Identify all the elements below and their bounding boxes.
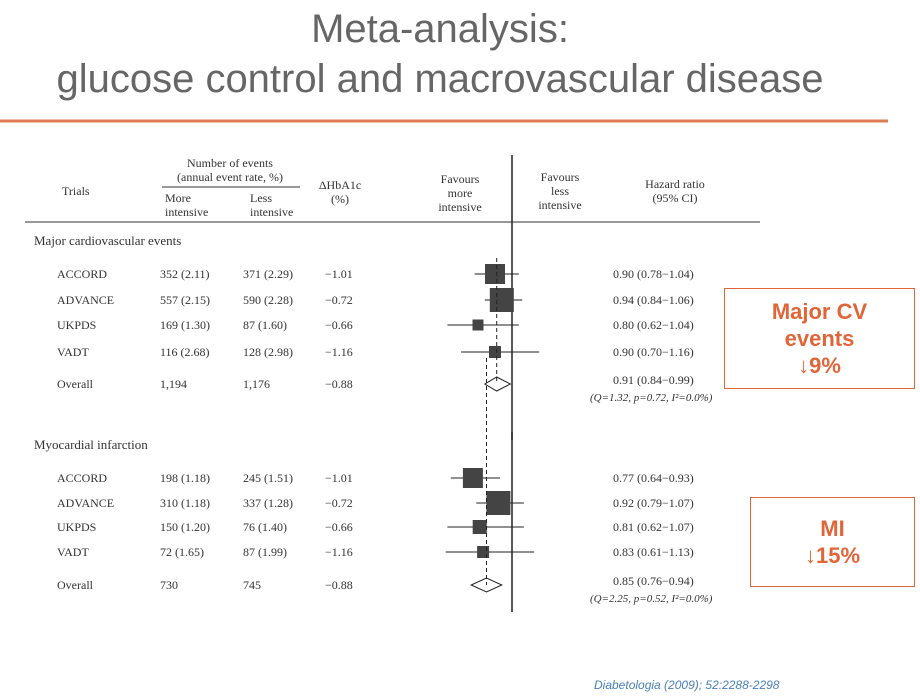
events-more: 1,194 <box>160 377 187 391</box>
delta-hba1c: −1.16 <box>325 545 353 559</box>
delta-hba1c: −0.66 <box>325 318 353 332</box>
hr-square <box>472 319 484 331</box>
events-more: 150 (1.20) <box>160 520 210 534</box>
section-heading: Myocardial infarction <box>34 437 148 452</box>
overall-diamond <box>483 376 512 392</box>
trial: UKPDS <box>57 520 97 534</box>
trial: VADT <box>57 545 89 559</box>
delta-hba1c: −1.01 <box>325 267 353 281</box>
events-less: 337 (1.28) <box>243 496 293 510</box>
trial: UKPDS <box>57 318 97 332</box>
events-more: 169 (1.30) <box>160 318 210 332</box>
hazard-ratio: 0.80 (0.62−1.04) <box>613 318 694 332</box>
hazard-ratio: 0.81 (0.62−1.07) <box>613 520 694 534</box>
trial: Overall <box>57 578 93 592</box>
hazard-ratio: 0.91 (0.84−0.99) <box>613 373 694 387</box>
heterogeneity: (Q=1.32, p=0.72, I²=0.0%) <box>590 392 713 404</box>
hazard-ratio: 0.90 (0.78−1.04) <box>613 267 694 281</box>
header: More intensive <box>165 191 209 219</box>
citation: Diabetologia (2009); 52:2288-2298 <box>594 678 780 692</box>
hazard-ratio: 0.90 (0.70−1.16) <box>613 345 694 359</box>
delta-hba1c: −1.16 <box>325 345 353 359</box>
trial: ACCORD <box>57 267 108 281</box>
hr-square <box>489 346 501 358</box>
hr-square <box>477 546 490 558</box>
events-more: 198 (1.18) <box>160 471 210 485</box>
header: Favours more intensive <box>438 172 482 214</box>
header: Trials <box>62 184 90 198</box>
section-heading: Major cardiovascular events <box>34 233 182 248</box>
trial: ACCORD <box>57 471 108 485</box>
events-less: 76 (1.40) <box>243 520 287 534</box>
callout: MI ↓15% <box>750 497 915 587</box>
delta-hba1c: −0.88 <box>325 377 353 391</box>
hr-square <box>472 520 487 534</box>
delta-hba1c: −0.88 <box>325 578 353 592</box>
callout: Major CV events ↓9% <box>724 288 915 389</box>
hr-square <box>486 491 511 515</box>
delta-hba1c: −1.01 <box>325 471 353 485</box>
header: Number of events (annual event rate, %) <box>177 156 283 184</box>
title: Meta-analysis: glucose control and macro… <box>56 7 824 101</box>
events-more: 116 (2.68) <box>160 345 210 359</box>
events-less: 590 (2.28) <box>243 293 293 307</box>
hr-square <box>485 264 505 284</box>
hazard-ratio: 0.92 (0.79−1.07) <box>613 496 694 510</box>
delta-hba1c: −0.72 <box>325 293 353 307</box>
events-more: 310 (1.18) <box>160 496 210 510</box>
trial: ADVANCE <box>57 293 115 307</box>
hr-square <box>489 288 514 312</box>
events-less: 1,176 <box>243 377 270 391</box>
header: ΔHbA1c (%) <box>318 178 362 206</box>
events-more: 72 (1.65) <box>160 545 204 559</box>
header: Favours less intensive <box>538 170 582 212</box>
events-less: 87 (1.99) <box>243 545 287 559</box>
trial: Overall <box>57 377 93 391</box>
events-more: 730 <box>160 578 178 592</box>
events-less: 87 (1.60) <box>243 318 287 332</box>
header: Hazard ratio (95% CI) <box>645 177 705 205</box>
hazard-ratio: 0.83 (0.61−1.13) <box>613 545 694 559</box>
delta-hba1c: −0.66 <box>325 520 353 534</box>
trial: ADVANCE <box>57 496 115 510</box>
hazard-ratio: 0.85 (0.76−0.94) <box>613 574 694 588</box>
header: Less intensive <box>250 191 294 219</box>
events-less: 245 (1.51) <box>243 471 293 485</box>
delta-hba1c: −0.72 <box>325 496 353 510</box>
hr-square <box>462 468 483 488</box>
events-more: 557 (2.15) <box>160 293 210 307</box>
hazard-ratio: 0.94 (0.84−1.06) <box>613 293 694 307</box>
events-more: 352 (2.11) <box>160 267 210 281</box>
events-less: 745 <box>243 578 261 592</box>
trial: VADT <box>57 345 89 359</box>
heterogeneity: (Q=2.25, p=0.52, I²=0.0%) <box>590 593 713 605</box>
events-less: 371 (2.29) <box>243 267 293 281</box>
events-less: 128 (2.98) <box>243 345 293 359</box>
hazard-ratio: 0.77 (0.64−0.93) <box>613 471 694 485</box>
